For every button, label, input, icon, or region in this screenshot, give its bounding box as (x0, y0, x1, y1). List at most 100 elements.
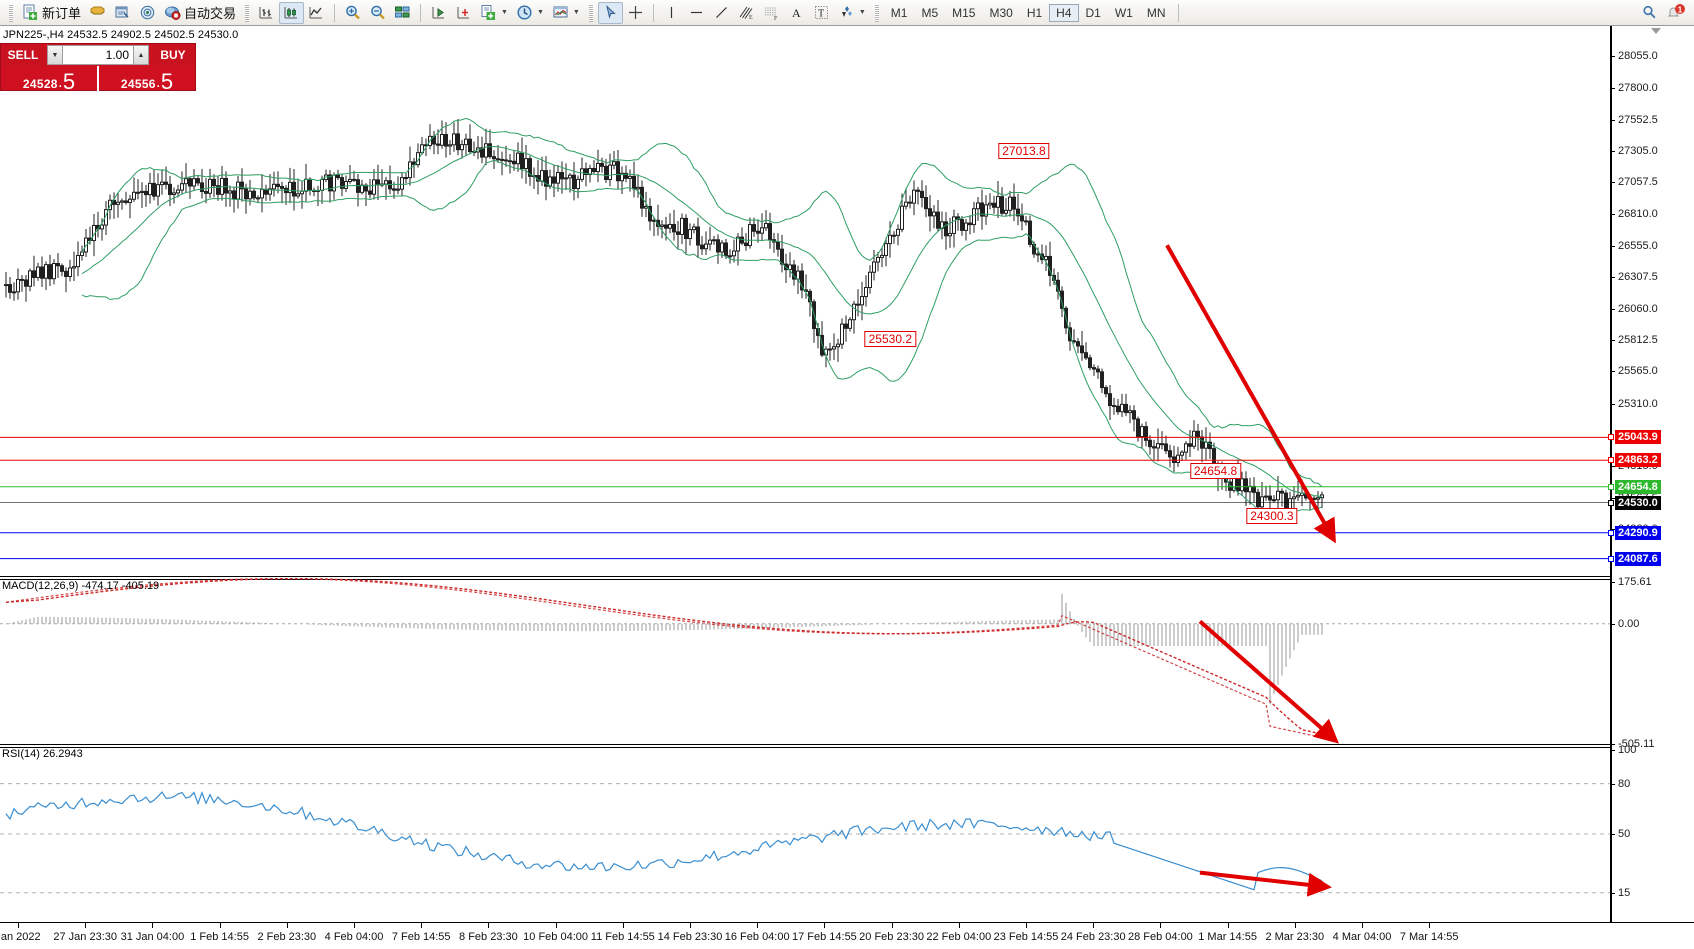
price-tick (1611, 182, 1615, 184)
notifications-button[interactable]: 1 (1662, 2, 1690, 24)
price-badge-support[interactable]: 24654.8 (1615, 479, 1661, 494)
pane-divider-1[interactable] (0, 576, 1694, 580)
cursor-tool-button[interactable] (597, 1, 623, 24)
price-badge-resistance[interactable]: 24863.2 (1615, 453, 1661, 468)
macd-indicator-pane[interactable] (0, 577, 1610, 744)
buy-button[interactable]: BUY (151, 44, 195, 66)
shift-chart-button[interactable] (426, 2, 451, 24)
rsi-tick (1611, 783, 1615, 785)
pane-divider-2[interactable] (0, 744, 1694, 748)
scale-collapse-arrow-icon[interactable] (1651, 28, 1661, 34)
rsi-indicator-pane[interactable] (0, 750, 1610, 918)
templates-dropdown-arrow[interactable]: ▼ (572, 9, 580, 16)
price-level-handle[interactable] (1608, 499, 1614, 506)
templates-button[interactable]: ▼ (548, 2, 584, 24)
rsi-label: RSI(14) 26.2943 (2, 748, 83, 760)
macd-tick (1611, 623, 1615, 625)
indicators-icon (480, 4, 497, 21)
sell-price-fraction: 5 (62, 69, 76, 94)
auto-scroll-button[interactable] (451, 2, 476, 24)
line-chart-button[interactable] (304, 2, 329, 24)
price-badge-target[interactable]: 24290.9 (1615, 525, 1661, 540)
price-badge-target[interactable]: 24087.6 (1615, 551, 1661, 566)
price-level-handle[interactable] (1608, 457, 1614, 464)
bollinger-middle-band (81, 145, 1323, 498)
indicators-button[interactable]: ▼ (476, 2, 512, 24)
price-level-handle[interactable] (1608, 434, 1614, 441)
chart-type-grip[interactable] (245, 3, 250, 22)
crosshair-tool-button[interactable] (623, 2, 648, 24)
text-tool-button[interactable]: A (784, 2, 809, 24)
timeframe-m15[interactable]: M15 (952, 5, 976, 20)
period-dropdown-arrow[interactable]: ▼ (536, 9, 544, 16)
zoom-out-button[interactable] (365, 2, 390, 24)
navigator-button[interactable] (135, 2, 160, 24)
price-tick-label: 26307.5 (1618, 271, 1658, 284)
channel-lines-icon: E (738, 4, 755, 21)
fibonacci-button[interactable]: F (759, 2, 784, 24)
candlestick-chart-button[interactable] (279, 1, 305, 24)
price-badge-last-price[interactable]: 24530.0 (1615, 495, 1661, 510)
toolbar-grip[interactable] (9, 3, 13, 22)
chart-annotation[interactable]: 24300.3 (1246, 508, 1298, 525)
autotrading-button[interactable]: 自动交易 (160, 2, 240, 24)
sell-button[interactable]: SELL (1, 44, 45, 66)
timeframe-m1[interactable]: M1 (890, 5, 908, 20)
price-tick (1611, 277, 1615, 279)
timeframe-m30[interactable]: M30 (989, 5, 1013, 20)
terminal-button[interactable] (110, 2, 135, 24)
chart-annotation[interactable]: 25530.2 (864, 331, 917, 348)
macd-downtrend-arrow[interactable] (1198, 619, 1340, 744)
price-downtrend-arrow[interactable] (1165, 244, 1336, 544)
sell-price[interactable]: 24528 . 5 (1, 66, 97, 94)
volume-down-arrow[interactable]: ▼ (47, 45, 63, 65)
equidistant-channel-button[interactable]: E (734, 2, 759, 24)
drawing-tools-grip[interactable] (588, 3, 593, 22)
time-tick-label: 20 Feb 23:30 (859, 931, 925, 943)
price-tick (1611, 150, 1615, 152)
horizontal-line-button[interactable] (684, 2, 709, 24)
period-button[interactable]: ▼ (512, 2, 548, 24)
price-scale[interactable]: 28055.0 27800.0 27552.5 27305.0 27057.5 26810… (1608, 26, 1694, 922)
volume-input[interactable]: 1.00 (63, 45, 133, 65)
text-label-button[interactable]: T (809, 2, 834, 24)
rsi-downtrend-arrow[interactable] (1199, 870, 1332, 897)
timeframe-h4[interactable]: H4 (1049, 3, 1079, 22)
indicators-dropdown-arrow[interactable]: ▼ (501, 9, 508, 16)
price-level-handle[interactable] (1608, 529, 1614, 536)
arrows-dropdown-arrow[interactable]: ▼ (858, 9, 866, 16)
timeframe-mn[interactable]: MN (1146, 5, 1166, 20)
cursor-arrow-icon (602, 4, 619, 21)
new-order-button[interactable]: 新订单 (18, 2, 85, 24)
folder-gold-icon (89, 4, 106, 21)
timeframe-grip[interactable] (874, 3, 879, 22)
timeframe-w1[interactable]: W1 (1114, 5, 1133, 20)
price-badge-resistance[interactable]: 25043.9 (1615, 430, 1661, 445)
time-tick-label: 2 Feb 23:30 (257, 931, 317, 943)
data-window-button[interactable] (85, 2, 110, 24)
chart-annotation[interactable]: 24654.8 (1189, 463, 1242, 480)
volume-stepper[interactable]: ▼ 1.00 ▲ (45, 44, 151, 66)
tile-windows-button[interactable] (390, 2, 415, 24)
chart-annotation[interactable]: 27013.8 (998, 143, 1050, 160)
trendline-button[interactable] (709, 2, 734, 24)
zoom-out-icon (369, 4, 386, 21)
price-level-handle[interactable] (1608, 483, 1614, 490)
bar-chart-button[interactable] (254, 2, 279, 24)
timeframe-m5[interactable]: M5 (921, 5, 939, 20)
buy-price[interactable]: 24556 . 5 (99, 66, 195, 93)
price-chart-pane[interactable]: 27013.8 25530.2 24654.8 24300.3 (0, 40, 1610, 576)
timeframe-d1[interactable]: D1 (1085, 5, 1101, 20)
volume-up-arrow[interactable]: ▲ (133, 45, 149, 65)
vertical-line-button[interactable] (659, 2, 684, 24)
arrows-button[interactable]: ▼ (834, 2, 870, 24)
time-tick (1026, 923, 1027, 928)
one-click-trading-panel[interactable]: SELL ▼ 1.00 ▲ BUY 24528 . 5 24556 . 5 (0, 43, 196, 94)
timeframe-h1[interactable]: H1 (1026, 5, 1043, 20)
vertical-line-icon (663, 4, 680, 21)
price-level-handle[interactable] (1608, 555, 1614, 562)
zoom-in-button[interactable] (340, 2, 365, 24)
time-tick (1093, 923, 1095, 928)
search-button[interactable] (1637, 2, 1662, 24)
